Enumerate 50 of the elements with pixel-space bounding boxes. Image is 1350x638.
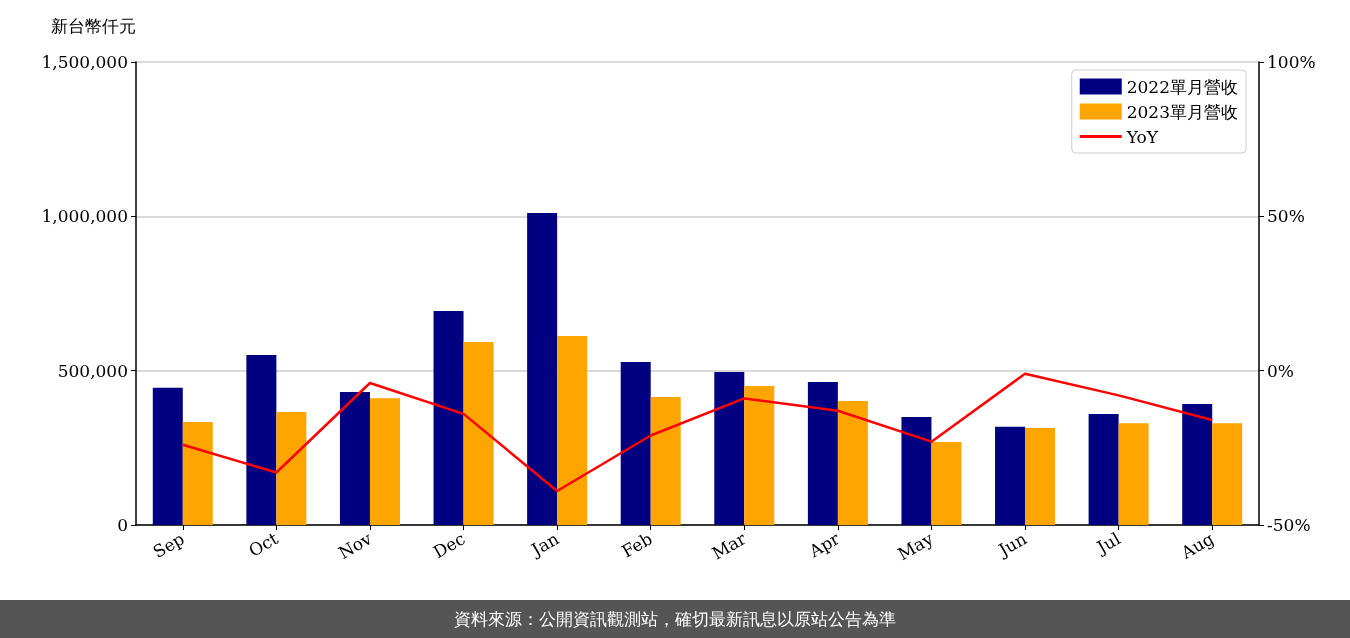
bar bbox=[1212, 423, 1243, 525]
bar bbox=[1118, 423, 1149, 525]
bar bbox=[1088, 413, 1119, 525]
bar bbox=[152, 387, 183, 525]
bar bbox=[369, 398, 400, 525]
bar bbox=[650, 396, 681, 525]
x-tick-label: Feb bbox=[618, 528, 656, 562]
bar bbox=[620, 362, 651, 525]
x-tick-label: Jul bbox=[1091, 528, 1124, 559]
bar bbox=[714, 371, 745, 525]
bar bbox=[995, 426, 1026, 525]
x-tick-label: Jun bbox=[993, 528, 1031, 561]
legend-label: 2023單月營收 bbox=[1126, 101, 1238, 122]
y-tick-label: 500,000 bbox=[57, 360, 128, 381]
x-tick-label: Sep bbox=[149, 528, 188, 562]
bar bbox=[931, 441, 962, 525]
bar bbox=[527, 212, 558, 525]
bar bbox=[463, 341, 494, 525]
bar bbox=[837, 400, 868, 525]
x-tick-label: Apr bbox=[804, 527, 844, 562]
x-tick-label: May bbox=[894, 528, 937, 565]
y2-tick-label: -50% bbox=[1267, 515, 1311, 535]
bar bbox=[433, 311, 464, 525]
bar bbox=[1025, 428, 1056, 525]
y-tick-label: 1,500,000 bbox=[41, 52, 128, 72]
y2-tick-label: 50% bbox=[1267, 206, 1305, 227]
bar bbox=[807, 382, 838, 525]
y2-tick-label: 100% bbox=[1267, 52, 1316, 72]
x-tick-label: Nov bbox=[334, 528, 376, 563]
bar bbox=[276, 412, 307, 525]
x-tick-label: Dec bbox=[429, 528, 469, 563]
bar bbox=[182, 421, 213, 525]
bar bbox=[744, 386, 775, 525]
legend-label: 2022單月營收 bbox=[1126, 76, 1238, 97]
bar bbox=[246, 354, 277, 525]
x-tick-label: Jan bbox=[526, 528, 563, 561]
bar bbox=[557, 336, 588, 525]
legend-label: YoY bbox=[1125, 126, 1159, 147]
line-series bbox=[181, 372, 1214, 493]
bar bbox=[901, 416, 932, 525]
x-tick-label: Mar bbox=[708, 527, 751, 564]
x-tick-label: Oct bbox=[245, 528, 282, 561]
y-tick-label: 0 bbox=[117, 515, 128, 535]
y-axis-title: 新台幣仟元 bbox=[51, 15, 136, 36]
y-tick-label: 1,000,000 bbox=[41, 206, 128, 227]
source-note: 資料來源：公開資訊觀測站，確切最新訊息以原站公告為準 bbox=[454, 607, 896, 631]
bar bbox=[1182, 404, 1213, 525]
y2-tick-label: 0% bbox=[1267, 360, 1294, 381]
bar bbox=[339, 391, 370, 525]
x-tick-label: Aug bbox=[1176, 528, 1218, 564]
